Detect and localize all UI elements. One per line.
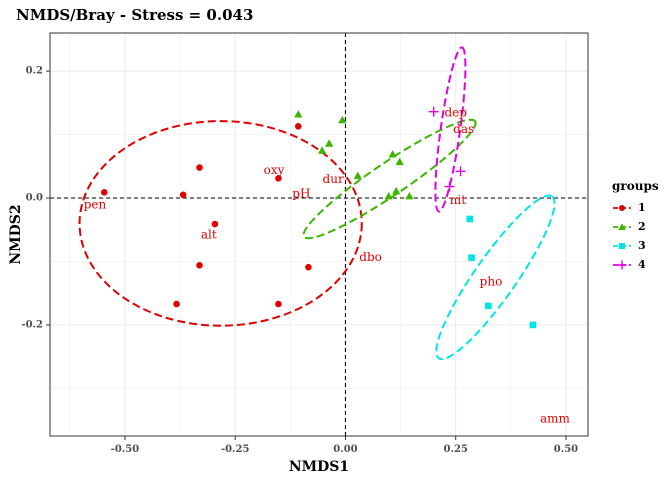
env-label-pho: pho [480, 274, 503, 288]
point-group-3 [485, 302, 492, 310]
legend-items: 1 2 3 4 [613, 201, 646, 271]
point-group-1 [294, 122, 302, 130]
point-group-2 [353, 171, 362, 180]
env-label-pen: pen [84, 197, 107, 211]
point-group-1 [305, 263, 312, 271]
point-group-2 [317, 146, 327, 154]
point-group-4 [455, 166, 466, 177]
point-group-1 [275, 300, 282, 308]
group-ellipses [78, 46, 556, 361]
x-tick-label: -0.50 [111, 444, 140, 455]
point-group-2 [325, 139, 334, 147]
legend-marker [619, 205, 625, 211]
ellipse-group-2 [302, 118, 477, 240]
reference-lines [50, 33, 588, 436]
point-group-3 [468, 254, 475, 261]
x-tick-label: 0.50 [554, 444, 578, 455]
legend-label: 2 [638, 220, 646, 233]
point-group-2 [405, 191, 414, 200]
legend-label: 3 [638, 239, 646, 252]
point-group-1 [100, 188, 108, 196]
point-group-2 [392, 186, 401, 195]
point-group-1 [173, 300, 180, 308]
point-group-1 [275, 175, 282, 182]
point-group-1 [211, 220, 219, 228]
point-group-2 [338, 115, 347, 124]
point-group-1 [179, 191, 187, 199]
legend-item-1: 1 [613, 201, 646, 214]
env-label-pH: pH [292, 187, 310, 201]
ellipse-group-4 [434, 46, 467, 213]
x-tick-label: -0.25 [221, 444, 250, 455]
point-group-1 [196, 261, 203, 269]
legend-item-2: 2 [613, 220, 646, 233]
legend-marker [619, 243, 625, 249]
point-group-2 [294, 110, 303, 118]
point-group-4 [444, 181, 455, 192]
chart-title: NMDS/Bray - Stress = 0.043 [16, 6, 253, 24]
point-group-1 [196, 164, 203, 171]
x-tick-label: 0.25 [444, 444, 468, 455]
legend-item-3: 3 [613, 239, 646, 252]
env-label-nit: nit [450, 193, 467, 207]
legend: groups 1 2 3 4 [612, 179, 659, 271]
x-axis-title: NMDS1 [289, 459, 349, 475]
env-label-alt: alt [201, 227, 217, 241]
ellipse-group-3 [435, 194, 556, 361]
env-label-das: das [453, 122, 474, 136]
y-axis-title: NMDS2 [8, 204, 24, 264]
x-tick-label: 0.00 [333, 444, 357, 455]
legend-label: 1 [638, 201, 646, 214]
y-tick-label: 0.2 [26, 66, 43, 77]
point-group-2 [384, 191, 393, 200]
env-label-oxy: oxy [264, 163, 285, 177]
point-group-2 [395, 157, 404, 166]
point-group-3 [529, 321, 537, 329]
legend-marker [617, 260, 627, 270]
legend-title: groups [612, 179, 659, 193]
y-tick-label: -0.2 [21, 319, 43, 330]
axes: -0.50 -0.25 0.00 0.25 0.50 -0.2 0.0 0.2 [21, 66, 578, 455]
point-group-3 [466, 215, 474, 223]
legend-item-4: 4 [613, 258, 646, 271]
env-label-dbo: dbo [359, 250, 382, 264]
y-tick-label: 0.0 [26, 193, 43, 204]
point-group-2 [388, 150, 397, 158]
grid [50, 33, 588, 436]
point-group-4 [428, 106, 439, 117]
panel-border [49, 32, 589, 437]
env-label-amm: amm [540, 411, 571, 425]
env-label-dur: dur [323, 172, 344, 186]
legend-label: 4 [638, 258, 646, 271]
legend-marker [618, 223, 626, 230]
data-points [100, 106, 537, 329]
env-label-dep: dep [444, 105, 467, 119]
ellipse-group-1 [78, 120, 363, 327]
